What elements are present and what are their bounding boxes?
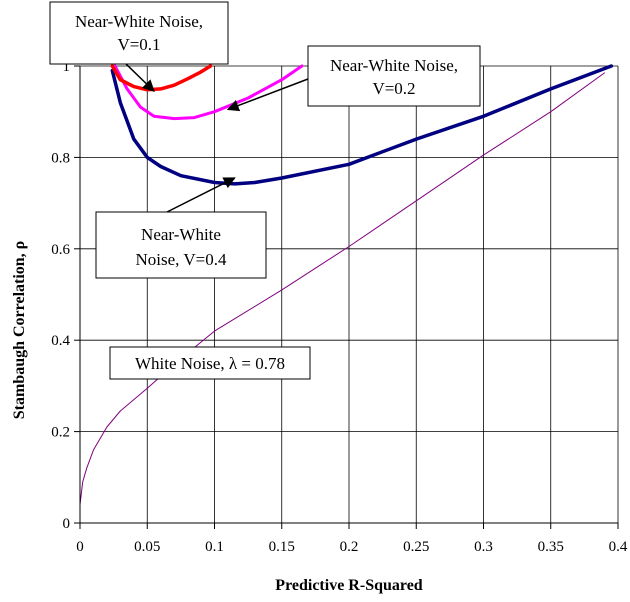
annotation-box — [109, 346, 311, 380]
annotation-text: Near-White Noise, — [330, 56, 458, 75]
x-tick-labels: 0 0.05 0.1 0.15 0.2 0.25 0.3 0.35 0.4 — [76, 539, 628, 555]
x-tick-label: 0.15 — [269, 539, 295, 555]
y-tick-label: 0.4 — [51, 333, 70, 349]
x-tick-label: 0.3 — [474, 539, 493, 555]
y-tick-label: 1 — [63, 59, 71, 75]
y-tick-label: 0 — [63, 516, 71, 532]
annotations: Near-White Noise, V=0.1 Near-White Noise, V… — [49, 1, 481, 380]
x-tick-label: 0.25 — [403, 539, 429, 555]
x-tick-label: 0.4 — [609, 539, 628, 555]
annotation-box — [307, 45, 481, 107]
y-tick-label: 0.6 — [51, 242, 70, 258]
x-tick-label: 0 — [76, 539, 84, 555]
annotation-arrow — [125, 63, 155, 92]
annotation-text: Noise, V=0.4 — [136, 250, 227, 269]
annotation-text: V=0.1 — [117, 35, 160, 54]
annotation-text: Near-White Noise, — [75, 12, 203, 31]
x-tick-label: 0.1 — [205, 539, 224, 555]
annotation-arrow — [166, 177, 236, 213]
x-tick-label: 0.05 — [134, 539, 160, 555]
annotation-box — [49, 1, 229, 65]
series-line-3 — [113, 64, 304, 121]
plot-area-frame — [74, 65, 619, 529]
series-line-4 — [110, 64, 213, 92]
y-tick-labels: 0 0.2 0.4 0.6 0.8 1 — [51, 59, 70, 532]
annotation-text: White Noise, λ = 0.78 — [135, 354, 285, 373]
annotation-text: Near-White — [141, 225, 221, 244]
annotation-text: V=0.2 — [372, 79, 415, 98]
y-axis-label: Stambaugh Correlation, ρ — [11, 241, 28, 420]
grid-lines — [80, 65, 619, 523]
y-tick-label: 0.2 — [51, 425, 70, 441]
series-lines — [79, 64, 614, 506]
x-tick-label: 0.35 — [538, 539, 564, 555]
annotation-box — [95, 211, 267, 279]
x-tick-label: 0.2 — [340, 539, 359, 555]
series-line-1 — [79, 72, 605, 506]
annotation-arrow — [226, 78, 309, 112]
x-axis-label: Predictive R-Squared — [275, 577, 423, 594]
y-tick-label: 0.8 — [51, 150, 70, 166]
